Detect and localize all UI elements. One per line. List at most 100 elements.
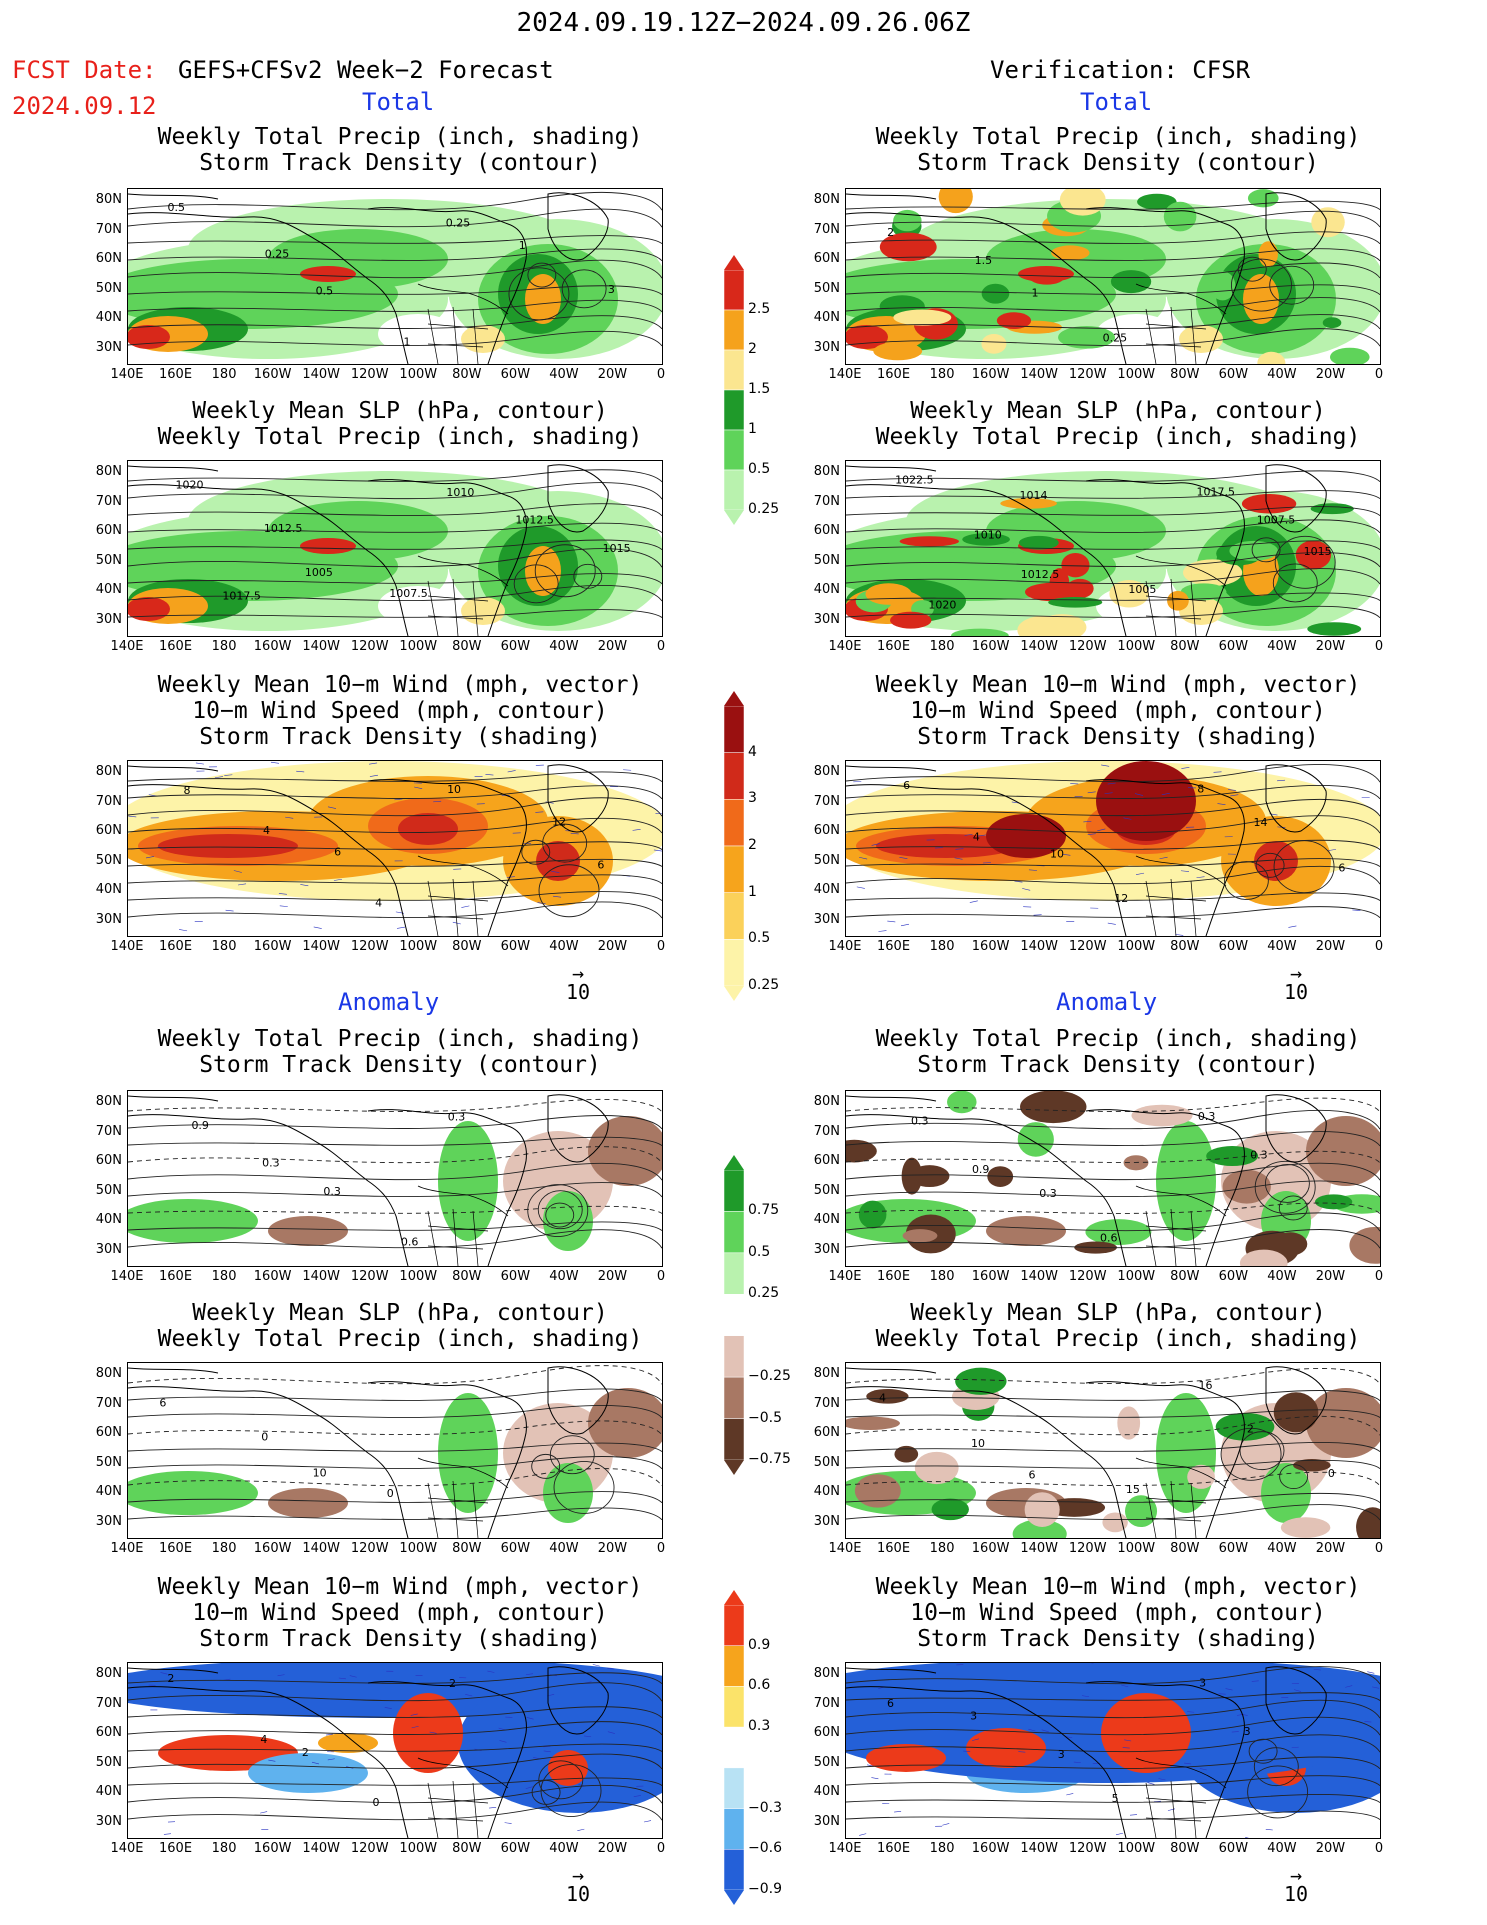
shading-blob (846, 1416, 900, 1430)
lon-tick-label: 60W (500, 1841, 531, 1856)
contour-line (128, 1456, 662, 1470)
contour-line (846, 1150, 1380, 1164)
contour-value-label: 2 (449, 1677, 456, 1690)
wind-vector (396, 926, 406, 929)
lat-tick-label: 30N (95, 339, 122, 355)
lon-tick-label: 40W (549, 1541, 579, 1556)
map-canvas: 0.3 0.9 0.3 0.6 0.3 0.3 (846, 1091, 1380, 1266)
colorbar-swatch (723, 705, 745, 753)
colorbar-label: −0.9 (748, 1881, 782, 1897)
contour-value-label: 4 (973, 831, 980, 844)
contour-value-label: 6 (597, 858, 604, 871)
wind-vector (270, 761, 279, 764)
coastline (367, 479, 527, 636)
shading-blob (955, 1367, 1007, 1395)
shading-blob (854, 1474, 901, 1508)
wind-vector (325, 1733, 334, 1736)
contour-line (846, 490, 1380, 499)
state-borders (1145, 1208, 1207, 1266)
wind-vector (349, 1675, 357, 1678)
lat-tick-label: 80N (95, 1366, 122, 1381)
shading-blob (378, 314, 458, 354)
map-panel-fc-precip: 0.5 0.25 0.5 1 0.25 1 3 (127, 188, 663, 365)
wind-vector (1196, 876, 1205, 879)
contour-value-label: 1015 (603, 542, 631, 555)
shading-blob (128, 597, 170, 621)
shading-blob (1258, 241, 1278, 268)
wind-vector (856, 886, 865, 889)
wind-vector (414, 786, 423, 789)
contour-line (128, 1777, 662, 1786)
contour-line (128, 891, 662, 901)
contour-value-label: 12 (1114, 892, 1128, 905)
lon-tick-label: 160E (877, 1841, 911, 1856)
wind-vector (179, 929, 188, 932)
contour-value-label: 2 (302, 1746, 309, 1759)
contour-line (128, 874, 662, 884)
contour-value-label: 0.25 (265, 248, 290, 261)
panel-title: Weekly Mean SLP (hPa, contour) Weekly To… (157, 398, 643, 450)
state-borders (1145, 578, 1207, 636)
shading-blob (398, 813, 458, 845)
colorbar-label: 0.25 (748, 1285, 780, 1302)
wind-vector (526, 1717, 534, 1720)
lon-tick-label: 180 (211, 1269, 237, 1284)
panel-title: Weekly Total Precip (inch, shading) Stor… (875, 124, 1361, 176)
contour-line (846, 1734, 1380, 1753)
state-borders (427, 1208, 489, 1266)
shading-blob (846, 325, 888, 349)
wind-vector (969, 900, 978, 903)
contour-line (128, 330, 662, 347)
contour-line (128, 585, 662, 602)
shading-blob (318, 1733, 378, 1753)
coastline (846, 465, 937, 472)
shading-blob (1215, 1412, 1275, 1441)
contour-value-label: 3 (608, 283, 615, 296)
state-borders (417, 1757, 509, 1789)
lon-tick-label: 120W (350, 367, 389, 382)
contour-line (128, 539, 662, 550)
contour-ring (1247, 1765, 1309, 1819)
shading-blob (947, 1091, 977, 1114)
contour-line (128, 1743, 662, 1752)
greenland-coast (547, 764, 609, 833)
contour-line (128, 858, 662, 867)
state-borders (1145, 1780, 1207, 1838)
shading-blob (986, 501, 1166, 561)
contour-line (846, 200, 1380, 210)
shading-blob (268, 1488, 348, 1518)
state-borders (417, 555, 509, 587)
lon-tick-label: 0 (1374, 1841, 1384, 1856)
contour-value-label: 0.3 (262, 1156, 280, 1169)
lon-tick-label: 140E (828, 1541, 862, 1556)
lon-tick-label: 180 (211, 939, 237, 954)
lat-tick-label: 40N (813, 1784, 840, 1799)
contour-value-label: 1005 (305, 566, 333, 579)
colorbar-label: 0.5 (748, 461, 771, 477)
contour-line (128, 1672, 662, 1685)
shading-blob (1349, 1226, 1380, 1264)
shading-blob (986, 814, 1066, 858)
contour-line (846, 1390, 1380, 1401)
shading-blob (1293, 1459, 1331, 1472)
lon-tick-label: 160W (253, 939, 292, 954)
lon-tick-label: 20W (1315, 1541, 1346, 1556)
wind-vector (894, 1811, 902, 1813)
coastline (128, 1367, 219, 1374)
colorbar-label: 0.6 (748, 1677, 771, 1694)
contour-line (128, 482, 662, 500)
lat-tick-label: 80N (813, 1366, 840, 1381)
lon-tick-label: 120W (350, 1541, 389, 1556)
contour-value-label: 0.3 (1250, 1148, 1268, 1161)
map-canvas: 1020 1012.5 1005 1007.5 1010 1012.5 1015 1017.5 (128, 464, 662, 636)
wind-vector (394, 798, 403, 801)
contour-line (846, 552, 1380, 568)
shading-blob (1051, 245, 1090, 261)
lat-tick-label: 70N (813, 793, 840, 809)
lon-tick-label: 40W (1267, 939, 1297, 954)
lat-tick-label: 60N (813, 823, 840, 838)
lon-tick-label: 60W (500, 639, 531, 654)
lat-tick-label: 50N (95, 280, 122, 296)
coastline (1085, 479, 1245, 636)
shading-blob (1012, 1519, 1067, 1538)
